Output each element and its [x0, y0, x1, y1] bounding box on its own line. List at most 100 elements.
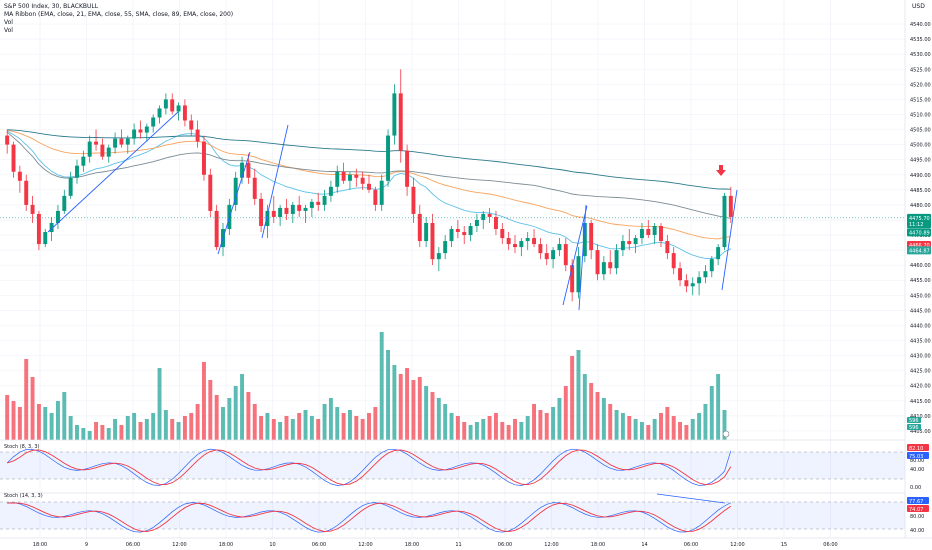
candle [665, 235, 670, 260]
candle [62, 189, 67, 214]
alert-clock-icon[interactable] [722, 430, 730, 438]
candle-body [265, 210, 270, 226]
candle-body [94, 141, 99, 145]
candle [538, 238, 543, 260]
price-tick-label: 4420.00 [910, 384, 931, 390]
candle [30, 195, 35, 223]
candle [284, 198, 289, 220]
volume-bar [290, 419, 295, 440]
trend-line[interactable] [47, 111, 179, 233]
candle-body [697, 277, 702, 284]
candle [646, 219, 651, 239]
candle-body [449, 229, 454, 242]
candle [595, 244, 600, 281]
candle [119, 129, 124, 148]
trend-line[interactable] [562, 205, 588, 306]
candle [347, 171, 352, 190]
candle-body [570, 265, 575, 293]
volume-badge[interactable] [907, 424, 921, 430]
price-tick-label: 4415.00 [910, 399, 931, 405]
candle-body [208, 174, 213, 211]
candle [328, 180, 333, 202]
candle [233, 171, 238, 211]
volume-bar [601, 398, 606, 440]
candle-body [493, 216, 498, 230]
volume-bar [411, 380, 416, 440]
candle-body [328, 186, 333, 196]
volume-bar [43, 407, 48, 440]
candle [398, 69, 403, 163]
price-badge[interactable] [907, 220, 931, 229]
sell-arrow-icon[interactable] [716, 165, 726, 176]
stoch1-label[interactable]: Stoch (8, 3, 3) [4, 444, 40, 450]
volume-bar [100, 425, 105, 440]
price-tick-label: 4410.00 [910, 414, 931, 420]
stoch1-band [0, 452, 905, 479]
volume-bar [582, 374, 587, 440]
time-tick-label: 06:00 [684, 542, 698, 548]
volume-bar [62, 392, 67, 440]
volume-bar [94, 422, 99, 440]
price-tick-label: 4460.00 [910, 263, 931, 269]
candle-body [125, 138, 130, 145]
stoch2-badge[interactable] [907, 505, 929, 512]
candle-body [633, 238, 638, 245]
divergence-line[interactable] [656, 493, 726, 504]
candle [240, 156, 245, 184]
candle-body [506, 238, 511, 245]
candle-body [62, 195, 67, 211]
candle [620, 235, 625, 257]
volume-bar [538, 410, 543, 440]
time-tick-label: 06:00 [498, 542, 512, 548]
candle-body [284, 207, 289, 214]
candle-body [411, 186, 416, 214]
candle-body [595, 250, 600, 275]
trend-line[interactable] [217, 151, 251, 255]
candle-body [601, 262, 606, 275]
price-badge[interactable] [907, 228, 931, 237]
candle [81, 150, 86, 172]
stoch2-badge[interactable] [907, 497, 929, 504]
candle [468, 222, 473, 242]
candle-body [525, 238, 530, 242]
candle-body [259, 198, 264, 226]
candle [659, 222, 663, 248]
price-badge[interactable] [907, 213, 931, 222]
stoch2-label[interactable]: Stoch (14, 3, 3) [4, 493, 43, 499]
candle-body [189, 120, 194, 130]
volume-bar [481, 419, 486, 440]
volume-bar [646, 425, 651, 440]
candle-body [500, 229, 505, 239]
candle-body [341, 171, 346, 181]
trend-line[interactable] [261, 124, 289, 239]
stoch1-badge[interactable] [907, 452, 929, 459]
candle [170, 93, 175, 115]
volume-legend-1[interactable]: Vol [4, 19, 13, 26]
candle [392, 84, 397, 145]
price-tick-label: 4485.00 [910, 188, 931, 194]
ma-ribbon-legend[interactable]: MA Ribbon (EMA, close, 21, EMA, close, 5… [4, 11, 234, 18]
candle [487, 207, 492, 223]
volume-badge[interactable] [907, 417, 921, 423]
candle [252, 168, 257, 205]
volume-legend-2[interactable]: Vol [4, 27, 13, 34]
candle [208, 168, 213, 217]
trend-line[interactable] [578, 204, 587, 311]
price-badge[interactable] [907, 246, 931, 255]
candle [201, 135, 206, 181]
trend-line[interactable] [721, 189, 738, 291]
time-tick-label: 06:00 [823, 542, 837, 548]
candle-body [627, 241, 632, 245]
volume-bar [271, 419, 276, 440]
time-tick-label: 12:00 [358, 542, 372, 548]
symbol-title[interactable]: S&P 500 Index, 30, BLACKBULL [4, 3, 99, 10]
price-tick-label: 4405.00 [910, 429, 931, 435]
volume-bar [309, 416, 314, 440]
stoch1-badge[interactable] [907, 444, 929, 451]
candle [703, 265, 708, 284]
volume-bar [595, 392, 600, 440]
volume-bar [386, 350, 391, 440]
price-tick-label: 4450.00 [910, 293, 931, 299]
